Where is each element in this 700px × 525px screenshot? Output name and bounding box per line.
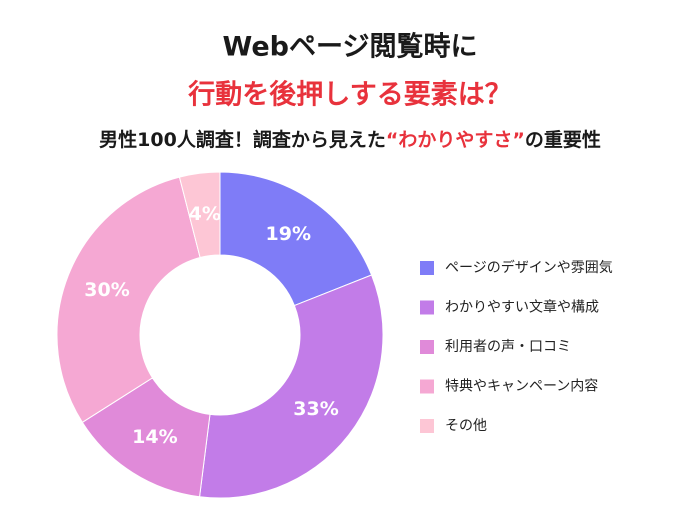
data-label: 4% bbox=[189, 203, 221, 225]
title-highlight: 行動を後押しする要素は？ bbox=[187, 79, 511, 111]
legend-swatch bbox=[420, 261, 434, 275]
legend-label: その他 bbox=[445, 418, 487, 434]
subtitle-part: の重要性 bbox=[525, 128, 601, 151]
legend-label: ページのデザインや雰囲気 bbox=[445, 259, 613, 276]
legend-swatch bbox=[420, 300, 434, 315]
data-label: 30% bbox=[84, 279, 129, 301]
donut-segment bbox=[56, 176, 201, 424]
subtitle: 男性100人調査！調査から見えた“わかりやすさ”の重要性 bbox=[99, 128, 601, 151]
legend-swatch bbox=[420, 340, 434, 354]
subtitle-highlight: “わかりやすさ” bbox=[386, 129, 525, 151]
legend-label: わかりやすい文章や構成 bbox=[445, 299, 599, 316]
legend-label: 特典やキャンペーン内容 bbox=[445, 378, 598, 395]
donut-segment bbox=[178, 171, 221, 259]
subtitle-part: 男性100人調査！調査から見えた bbox=[99, 128, 386, 151]
data-label: 33% bbox=[293, 398, 338, 420]
data-label: 14% bbox=[132, 426, 177, 448]
data-label: 19% bbox=[266, 223, 311, 245]
legend-swatch bbox=[420, 419, 434, 433]
legend-label: 利用者の声・口コミ bbox=[445, 339, 571, 355]
legend-swatch bbox=[420, 379, 434, 394]
donut-segment bbox=[199, 274, 384, 499]
title: Webページ閲覧時に bbox=[223, 32, 478, 63]
donut-segment bbox=[219, 171, 373, 307]
